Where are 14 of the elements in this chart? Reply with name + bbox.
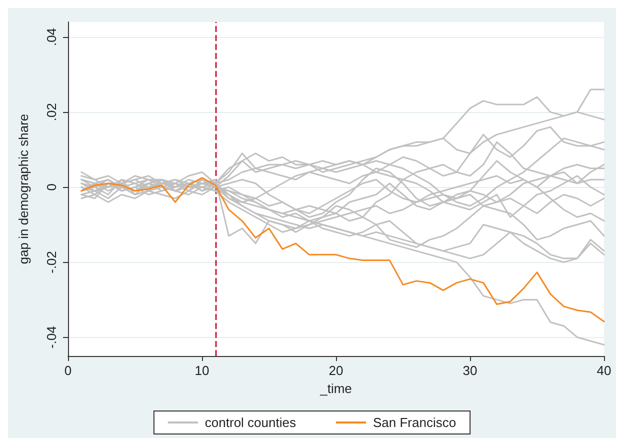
x-tick-label: 10 <box>194 363 210 378</box>
y-tick-label: -.04 <box>44 326 59 348</box>
y-tick-label: 0 <box>44 184 59 191</box>
y-axis-title: gap in demographic share <box>16 114 31 264</box>
y-tick-label: .04 <box>44 28 59 46</box>
x-tick-label: 40 <box>596 363 612 378</box>
y-tick-label: -.02 <box>44 250 59 274</box>
legend-label: control counties <box>204 415 296 430</box>
y-tick-label: .02 <box>44 103 59 122</box>
x-tick-label: 30 <box>462 363 478 378</box>
legend-label: San Francisco <box>372 415 456 430</box>
x-tick-label: 0 <box>64 363 72 378</box>
x-axis-title: _time <box>319 380 352 396</box>
x-tick-label: 20 <box>328 363 344 378</box>
